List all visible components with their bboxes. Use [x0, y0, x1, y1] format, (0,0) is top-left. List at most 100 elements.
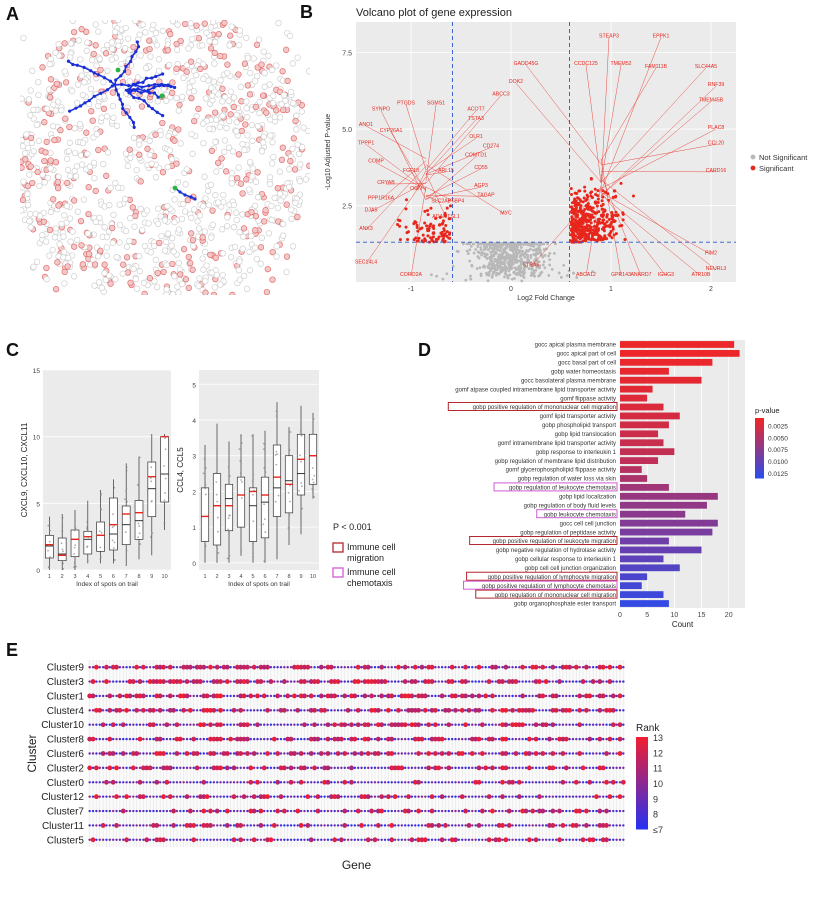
rank-dot: [508, 723, 511, 726]
rank-dot: [516, 794, 522, 800]
legend-marker-chemotaxis: [332, 567, 344, 578]
panel-letter-e: E: [6, 640, 19, 660]
rank-dot: [387, 665, 390, 669]
rank-dot: [406, 693, 411, 699]
rank-dot: [179, 709, 182, 712]
rank-dot: [249, 737, 252, 741]
volcano-point-not-significant: [430, 273, 433, 277]
tissue-spot: [84, 39, 91, 46]
rank-dot: [308, 693, 314, 699]
volcano-point-significant: [414, 236, 418, 240]
rank-dot: [346, 795, 350, 798]
box-ccl4-jitter-point: [215, 493, 218, 496]
tissue-spot: [279, 232, 287, 239]
volcano-point-significant: [584, 212, 588, 216]
rank-dot: [216, 781, 219, 784]
rank-dot: [140, 693, 146, 699]
rank-dot: [101, 737, 105, 741]
tissue-spot: [226, 42, 233, 49]
tissue-spot: [29, 179, 36, 187]
tissue-spot: [157, 131, 164, 139]
tissue-spot: [87, 85, 95, 93]
box-cxcl9-jitter-point: [87, 536, 90, 539]
rank-dot: [155, 766, 159, 770]
tissue-spot: [273, 243, 280, 250]
rank-dot: [229, 694, 232, 698]
tissue-spot: [74, 81, 82, 88]
tissue-spot: [148, 160, 155, 167]
rank-dot: [320, 723, 323, 726]
box-cxcl9-jitter-point: [73, 529, 76, 532]
rank-dot: [209, 781, 212, 784]
volcano-point-significant: [573, 229, 577, 233]
rank-dot: [194, 664, 200, 670]
rank-dot: [595, 665, 598, 669]
volcano-gene-label: STRA6: [523, 263, 540, 269]
rank-dot: [410, 766, 414, 770]
tissue-spot: [166, 61, 173, 69]
box-ccl4-box: [236, 476, 246, 528]
rank-dot: [477, 680, 481, 683]
rank-dot: [283, 795, 286, 798]
rank-dot: [229, 723, 232, 726]
rank-dot: [571, 766, 575, 770]
rank-dot: [615, 709, 618, 712]
tissue-spot: [96, 214, 103, 221]
rank-dot: [617, 722, 623, 728]
volcano-point-significant: [438, 215, 442, 219]
trail-spot: [193, 197, 197, 201]
rank-dot: [155, 709, 159, 712]
volcano-point-significant: [574, 208, 578, 212]
volcano-gene-label: ABCC3: [492, 91, 509, 97]
volcano-point-not-significant: [486, 279, 490, 283]
rank-dot: [487, 665, 491, 669]
rank-dot: [426, 765, 432, 771]
go-term-label: gocc cell cell junction: [560, 521, 616, 527]
volcano-point-not-significant: [532, 244, 536, 248]
go-legend-gradient-step: [755, 442, 764, 445]
go-term-label: gobp water homeostasis: [551, 369, 616, 375]
volcano-point-not-significant: [497, 248, 501, 252]
rank-dot: [179, 809, 182, 813]
rank-dot: [429, 794, 435, 800]
box-ccl4-jitter-point: [312, 481, 315, 484]
tissue-spot: [293, 112, 300, 119]
box-ccl4-box: [248, 487, 258, 542]
rank-dot: [315, 679, 321, 684]
rank-dot: [349, 722, 354, 728]
rank-dot: [402, 679, 408, 684]
rank-dot: [125, 737, 128, 741]
rank-dot: [377, 694, 380, 698]
go-bar: [620, 376, 702, 384]
volcano-gene-label: TMEM45B: [699, 98, 724, 104]
rank-dot: [171, 808, 176, 814]
rank-dot: [600, 765, 606, 771]
tissue-spot: [175, 226, 183, 233]
rank-dot: [231, 765, 237, 771]
rank-dot: [426, 722, 432, 728]
tissue-spot: [296, 191, 303, 198]
rank-dot: [108, 781, 112, 784]
volcano-point-significant: [449, 204, 453, 208]
rank-dot: [125, 752, 128, 755]
rank-dot: [137, 679, 143, 684]
volcano-point-not-significant: [550, 267, 554, 271]
volcano-label-leader: [600, 64, 622, 183]
go-bar: [620, 484, 669, 491]
volcano-point-not-significant: [468, 259, 472, 263]
tissue-spot: [249, 137, 256, 144]
volcano-gene-label: MYC: [500, 211, 512, 217]
tissue-spot: [97, 247, 104, 254]
rank-dot: [601, 737, 605, 741]
rank-dot: [379, 693, 385, 699]
rank-dot: [563, 736, 569, 742]
volcano-point-not-significant: [535, 257, 538, 260]
rank-dot: [124, 707, 129, 713]
tissue-spot: [141, 242, 149, 250]
tissue-spot: [79, 91, 87, 99]
tissue-spot: [210, 78, 217, 85]
volcano-point-significant: [583, 189, 587, 193]
tissue-spot: [164, 47, 172, 54]
rank-dot: [266, 680, 269, 683]
rank-dot: [375, 707, 381, 713]
